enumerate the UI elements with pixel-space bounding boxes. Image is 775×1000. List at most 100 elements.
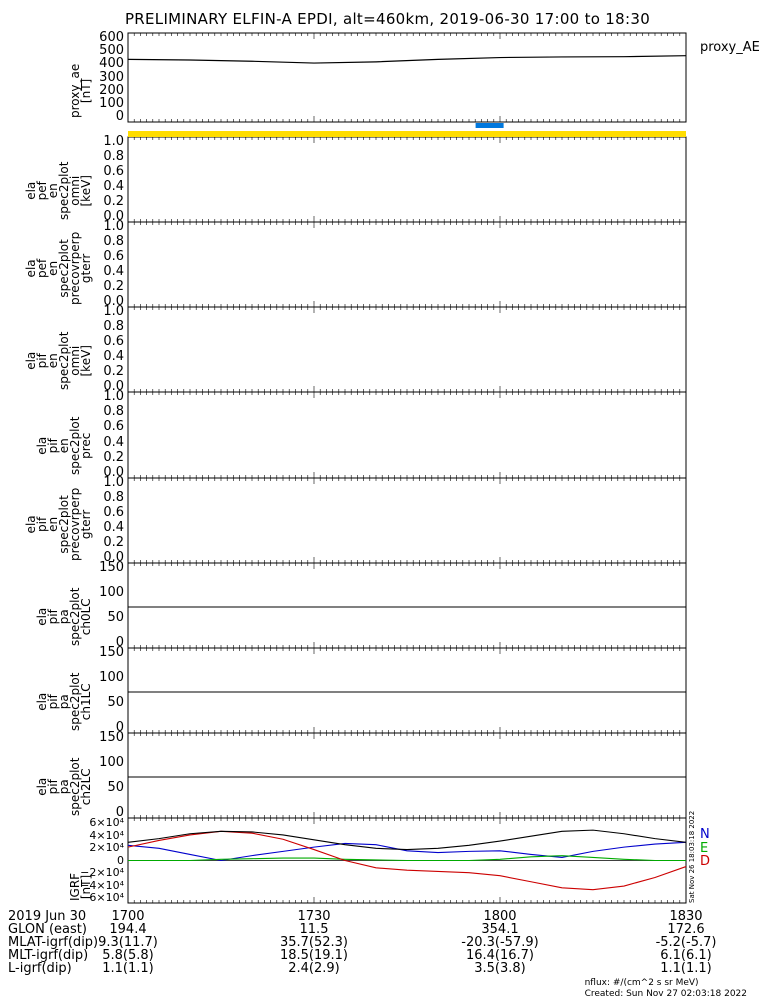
orbit-cell: 35.7(52.3) — [279, 935, 349, 950]
panel-frame — [127, 391, 687, 479]
y-tick-label: 0.0 — [103, 294, 124, 309]
y-tick-label: 1.0 — [103, 219, 124, 234]
orbit-cell: 16.4(16.7) — [465, 948, 535, 963]
y-tick-label: 0 — [115, 720, 124, 735]
y-tick-label: 500 — [99, 43, 124, 59]
y-tick-label: 0.4 — [103, 179, 124, 194]
orbit-row-label: 2019 Jun 30 — [8, 909, 87, 924]
igrf-series-e — [128, 855, 686, 862]
y-tick-label: 0.8 — [103, 234, 124, 249]
vertical-stamp: Sat Nov 26 18:03:18 2022 — [688, 810, 696, 903]
y-tick-label: −6×10⁴ — [80, 891, 124, 904]
igrf-legend-n: N — [700, 827, 710, 842]
footer: nflux: #/(cm^2 s sr MeV) Created: Sun No… — [585, 978, 747, 1000]
orbit-cell: 6.1(6.1) — [660, 948, 712, 963]
y-tick-label: 100 — [99, 755, 124, 770]
y-tick-label: 0.6 — [103, 505, 124, 520]
panel-ylabel: ela pef en spec2plot omni [keV] — [24, 161, 93, 219]
y-tick-label: 100 — [99, 670, 124, 685]
igrf-legend-d: D — [700, 854, 710, 869]
y-tick-label: −4×10⁴ — [80, 878, 124, 892]
orbit-cell: 1700 — [111, 909, 145, 924]
y-tick-label: 50 — [107, 610, 124, 625]
orbit-cell: 18.5(19.1) — [279, 948, 349, 963]
panel-ylabel: ela pif pa spec2plot ch2LC — [35, 757, 93, 815]
orbit-cell: 1800 — [483, 909, 517, 924]
y-tick-label: 0.2 — [103, 535, 124, 550]
panel-ylabel: ela pif en spec2plot omni [keV] — [24, 331, 93, 389]
chart-title: PRELIMINARY ELFIN-A EPDI, alt=460km, 201… — [124, 10, 651, 28]
y-tick-label: 200 — [99, 82, 124, 98]
y-tick-label: 0 — [115, 635, 124, 650]
y-tick-label: 0.8 — [103, 404, 124, 420]
units-note: nflux: #/(cm^2 s sr MeV) — [584, 978, 699, 988]
y-tick-label: 6×10⁴ — [89, 816, 124, 829]
y-tick-label: 100 — [99, 585, 124, 600]
y-tick-label: 0.2 — [103, 364, 124, 379]
y-tick-label: 0 — [115, 109, 124, 124]
y-tick-label: 300 — [99, 69, 124, 85]
y-tick-label: 0.2 — [103, 279, 124, 294]
y-tick-label: 0.8 — [103, 319, 124, 334]
panel-frame — [127, 647, 687, 734]
orbit-cell: 1830 — [669, 909, 703, 924]
y-tick-label: 1.0 — [103, 304, 124, 319]
y-tick-label: 0.6 — [103, 249, 124, 264]
igrf-series-n — [127, 841, 687, 862]
panel-ylabel: ela pif en spec2plot precovrperp gterr — [24, 487, 93, 560]
y-tick-label: 0.4 — [103, 264, 124, 279]
y-tick-label: 0.0 — [103, 465, 124, 480]
y-tick-label: 0.6 — [103, 164, 124, 179]
y-tick-label: 1.0 — [103, 389, 124, 404]
orbit-cell: 9.3(11.7) — [98, 935, 158, 950]
orbit-cell: 3.5(3.8) — [474, 961, 526, 976]
y-tick-label: 2×10⁴ — [89, 841, 124, 854]
panel-frame — [127, 136, 687, 223]
y-tick-label: 0.4 — [103, 520, 124, 535]
orbit-cell: 5.8(5.8) — [102, 948, 154, 963]
orbit-cell: 1.1(1.1) — [102, 961, 154, 976]
panel-frame — [127, 221, 687, 308]
y-tick-label: 0.0 — [103, 379, 124, 394]
orbit-cell: 1730 — [297, 909, 331, 924]
y-tick-label: 400 — [99, 56, 124, 72]
orbit-row-label: MLT-igrf(dip) — [8, 948, 89, 963]
y-tick-label: 0.4 — [103, 434, 124, 450]
panel-frame — [127, 732, 687, 819]
orbit-row-label: GLON (east) — [8, 922, 87, 937]
orbit-row-label: L-igrf(dip) — [8, 961, 72, 976]
created-note: Created: Sun Nov 27 02:03:18 2022 — [584, 989, 747, 999]
panel-ylabel: ela pif en spec2plot prec — [35, 417, 93, 475]
y-tick-label: 0.6 — [103, 419, 124, 435]
orbit-cell: 354.1 — [481, 922, 519, 937]
y-tick-label: 150 — [99, 730, 124, 745]
y-tick-label: 1.0 — [103, 134, 124, 149]
panel-frame — [127, 477, 687, 564]
y-tick-label: 0.6 — [103, 334, 124, 349]
y-tick-label: 50 — [107, 780, 124, 795]
panel-frame — [127, 562, 687, 649]
y-tick-label: 100 — [99, 95, 124, 111]
y-tick-label: 150 — [99, 560, 124, 575]
y-tick-label: 0 — [115, 805, 124, 820]
y-tick-label: 0.0 — [103, 209, 124, 224]
y-tick-label: −2×10⁴ — [80, 866, 124, 879]
panel-frame — [127, 32, 687, 123]
orbit-row-label: MLAT-igrf(dip) — [8, 935, 99, 950]
y-tick-label: 150 — [99, 645, 124, 660]
orbit-cell: -20.3(-57.9) — [461, 935, 539, 950]
y-tick-label: 600 — [99, 30, 124, 45]
orbit-cell: 1.1(1.1) — [660, 961, 712, 976]
y-tick-label: 0.2 — [103, 194, 124, 209]
y-tick-label: 0.2 — [103, 449, 124, 465]
panel-ylabel: ela pif pa spec2plot ch1LC — [35, 672, 93, 730]
orbit-cell: 11.5 — [299, 922, 329, 937]
orbit-cell: 2.4(2.9) — [288, 961, 340, 976]
proxy-ae-line — [127, 55, 687, 64]
orbit-cell: 194.4 — [109, 922, 147, 937]
proxy-ae-legend: proxy_AE — [700, 40, 760, 55]
panel-ylabel: ela pef en spec2plot precovrperp gterr — [24, 231, 93, 304]
orbit-cell: -5.2(-5.7) — [655, 935, 717, 950]
panel-ylabel: ela pif pa spec2plot ch0LC — [35, 587, 93, 645]
